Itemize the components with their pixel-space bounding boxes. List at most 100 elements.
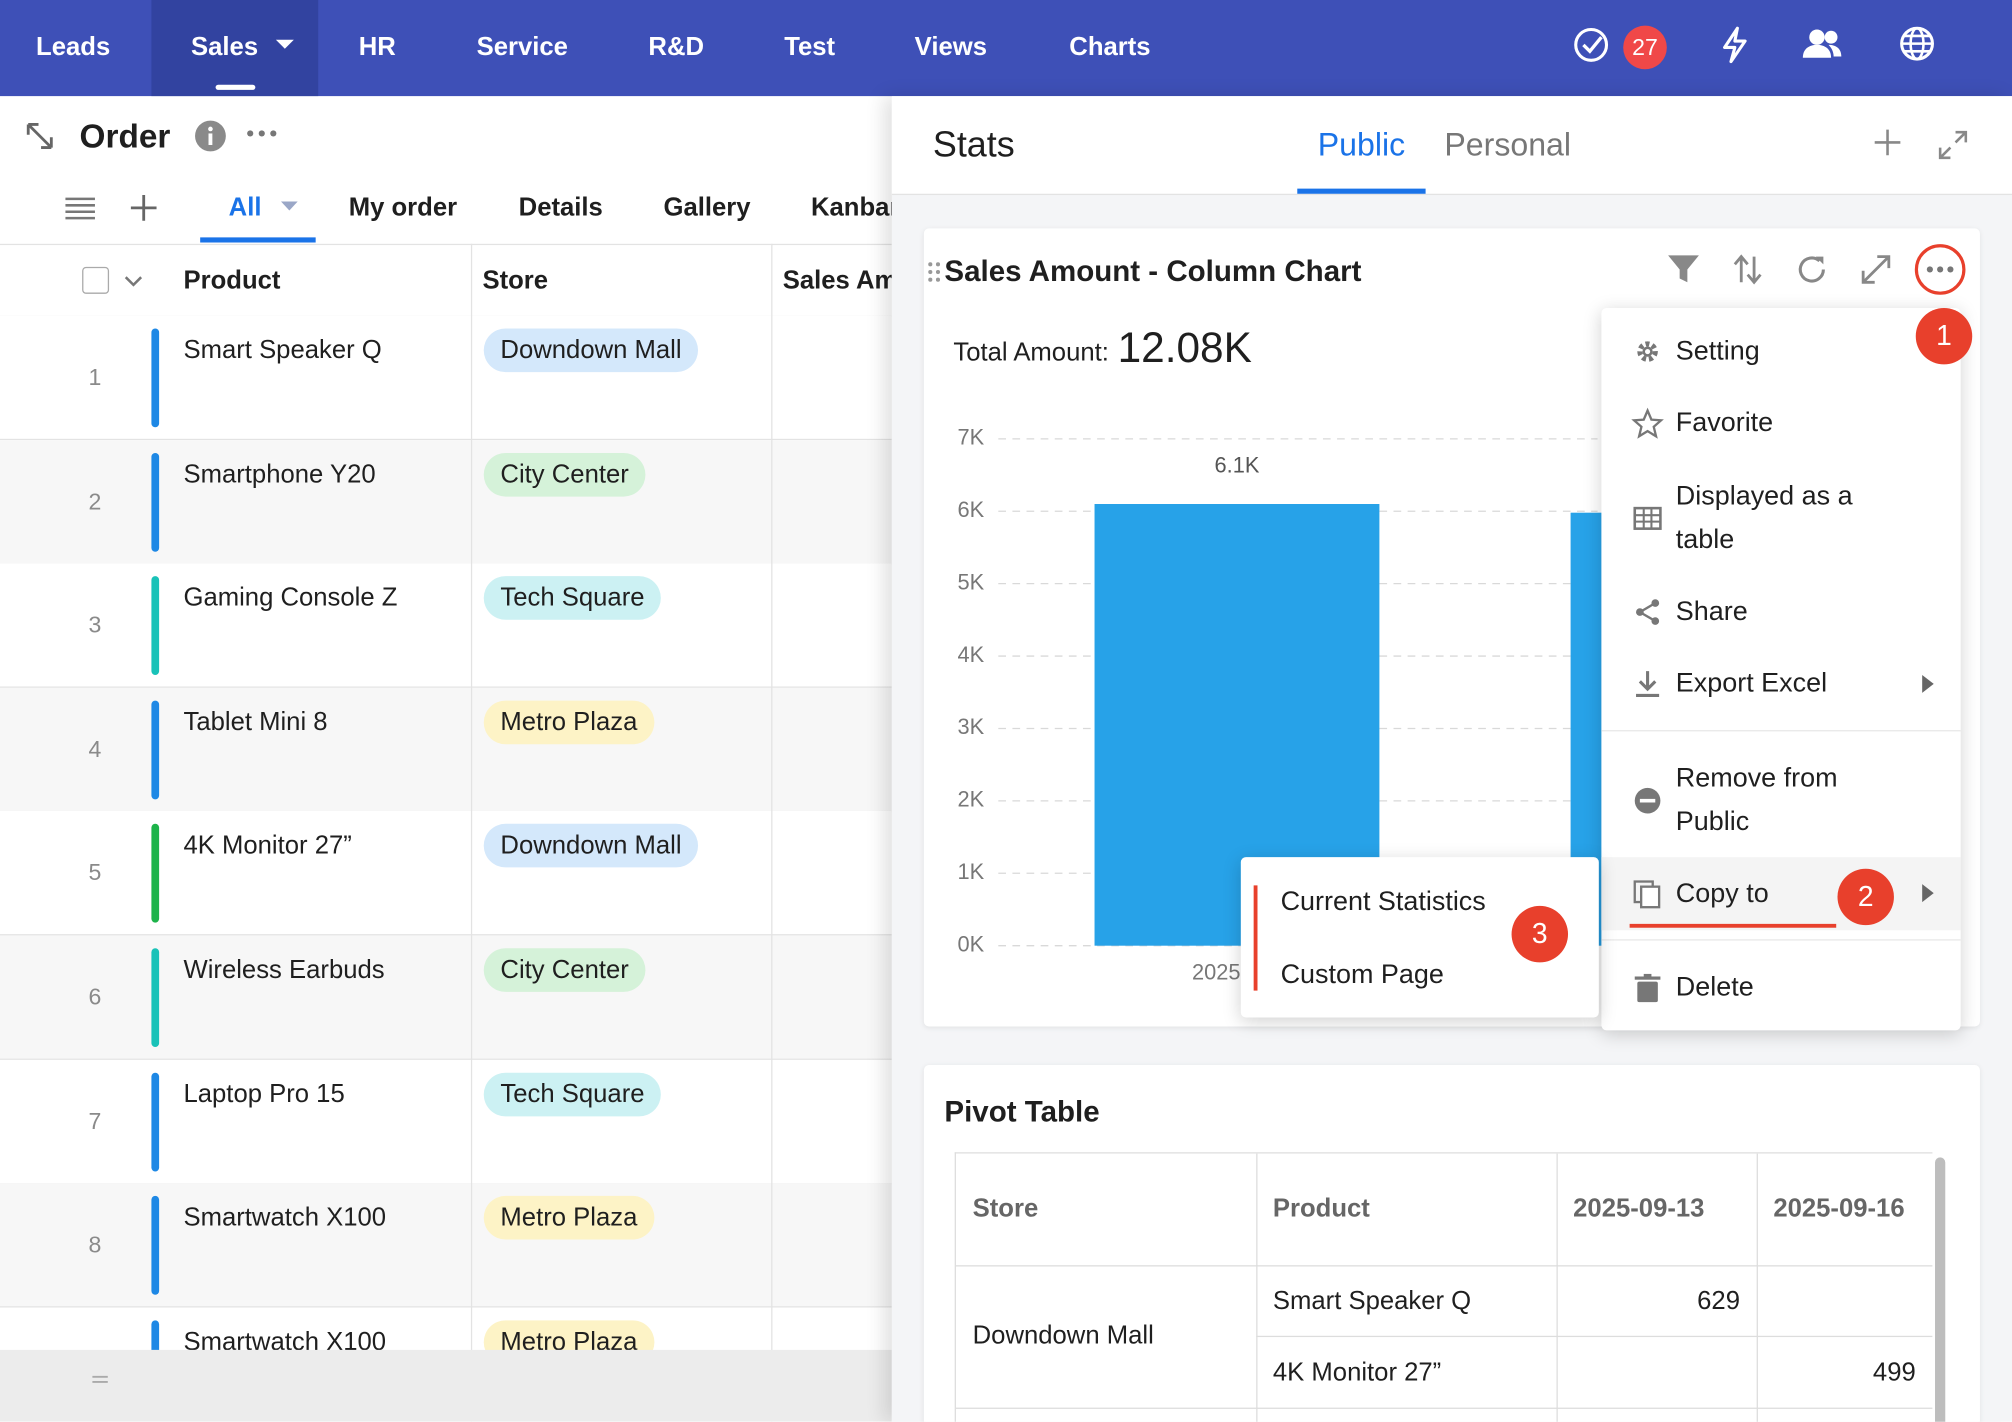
menu-item[interactable]: Export Excel — [1675, 668, 1828, 699]
store-tag: City Center — [483, 948, 646, 992]
tab-caret[interactable] — [281, 201, 298, 211]
table-row[interactable]: 2 Smartphone Y20 City Center — [0, 439, 892, 565]
submenu-item[interactable]: Custom Page — [1280, 959, 1444, 990]
menu-icon[interactable] — [1633, 670, 1661, 698]
active-underline — [215, 84, 256, 90]
view-tab[interactable]: Kanban — [810, 193, 892, 222]
pivot-scrollbar[interactable] — [1935, 1157, 1946, 1422]
nav-item[interactable]: Views — [914, 33, 987, 62]
pivot-col-line — [1556, 1153, 1558, 1422]
flash-icon[interactable] — [1717, 26, 1753, 64]
nav-item[interactable]: Service — [476, 33, 568, 62]
more-icon[interactable] — [246, 130, 277, 138]
order-view: Order All My order Details Gallery Kanban Prod… — [0, 96, 892, 1422]
pivot-cell: 4K Monitor 27” — [1272, 1358, 1442, 1388]
column-header: Sales Amount — [782, 266, 892, 296]
menu-icon[interactable] — [1633, 973, 1661, 1003]
pivot-col-line — [1256, 1153, 1258, 1422]
menu-item[interactable]: Remove from Public — [1675, 763, 1838, 837]
nav-item[interactable]: Test — [784, 33, 836, 62]
table-row[interactable]: 4 Tablet Mini 8 Metro Plaza — [0, 687, 892, 812]
table-row[interactable]: 1 Smart Speaker Q Downdown Mall — [0, 315, 892, 441]
y-tick-label: 5K — [958, 569, 985, 594]
table-row[interactable]: 7 Laptop Pro 15 Tech Square — [0, 1059, 892, 1184]
pivot-cell: Downdown Mall — [972, 1321, 1154, 1350]
view-title: Order — [79, 116, 171, 156]
y-tick-label: 0K — [958, 931, 985, 956]
menu-icon[interactable] — [1633, 880, 1661, 909]
stats-tab[interactable]: Public — [1317, 127, 1406, 163]
menu-item[interactable]: Share — [1675, 596, 1748, 627]
menu-icon[interactable] — [1631, 407, 1664, 439]
fullscreen-icon[interactable] — [1938, 130, 1968, 160]
add-view-icon[interactable] — [130, 195, 157, 221]
menu-highlight — [1601, 857, 1961, 931]
product-name: Tablet Mini 8 — [183, 708, 328, 737]
select-all-checkbox[interactable] — [82, 266, 110, 294]
header-chevron[interactable] — [124, 276, 143, 287]
badge: 27 — [1623, 25, 1667, 70]
menu-icon[interactable] — [1633, 787, 1661, 815]
caret[interactable] — [275, 39, 294, 50]
add-chart-icon[interactable] — [1874, 129, 1901, 156]
store-tag: Downdown Mall — [483, 328, 699, 373]
menu-item[interactable]: Delete — [1675, 972, 1754, 1003]
step-badge: 2 — [1837, 868, 1894, 926]
stats-tab[interactable]: Personal — [1444, 127, 1572, 163]
tasks-icon[interactable] — [1573, 27, 1609, 63]
pivot-row-line — [1256, 1335, 1933, 1338]
menu-item[interactable]: Setting — [1675, 336, 1760, 366]
product-name: Gaming Console Z — [183, 584, 398, 613]
list-icon[interactable] — [65, 196, 95, 220]
submenu-arrow[interactable] — [1922, 674, 1934, 693]
row-color-bar — [151, 948, 160, 1048]
nav-item[interactable]: Leads — [36, 33, 111, 62]
members-icon[interactable] — [1802, 28, 1842, 59]
view-tab[interactable]: All — [228, 193, 262, 222]
info-icon[interactable] — [195, 120, 226, 152]
refresh-icon[interactable] — [1796, 254, 1827, 285]
expand-icon[interactable] — [1861, 255, 1891, 284]
language-icon[interactable] — [1899, 26, 1935, 62]
menu-icon[interactable] — [1633, 504, 1662, 532]
product-name: Smartphone Y20 — [183, 460, 376, 489]
pivot-col-line — [1756, 1153, 1758, 1422]
table-row[interactable]: 6 Wireless Earbuds City Center — [0, 935, 892, 1060]
collapse-icon[interactable] — [26, 122, 54, 150]
product-name: Laptop Pro 15 — [183, 1079, 345, 1109]
table-row[interactable]: 5 4K Monitor 27” Downdown Mall — [0, 811, 892, 936]
view-tab[interactable]: My order — [348, 193, 458, 222]
y-tick-label: 2K — [958, 787, 985, 812]
menu-item[interactable]: Favorite — [1675, 408, 1774, 438]
pivot-cell: 629 — [1697, 1287, 1740, 1316]
nav-item[interactable]: R&D — [648, 33, 705, 62]
sort-icon[interactable] — [1733, 254, 1762, 285]
product-name: Wireless Earbuds — [183, 955, 385, 985]
active-tab-bg — [151, 0, 319, 97]
view-tab[interactable]: Details — [518, 193, 603, 222]
table-row[interactable]: 8 Smartwatch X100 Metro Plaza — [0, 1183, 892, 1308]
store-tag: Tech Square — [483, 1072, 662, 1116]
menu-item[interactable]: Displayed as a table — [1675, 481, 1853, 555]
pivot-cell: 499 — [1872, 1358, 1916, 1388]
submenu-arrow[interactable] — [1922, 884, 1934, 903]
menu-icon[interactable] — [1633, 598, 1661, 626]
drag-handle[interactable] — [928, 262, 941, 283]
nav-item[interactable]: Charts — [1069, 33, 1151, 62]
nav-item[interactable]: HR — [358, 33, 396, 62]
row-color-bar — [151, 824, 160, 924]
submenu-item[interactable]: Current Statistics — [1280, 886, 1486, 917]
table-row[interactable]: 3 Gaming Console Z Tech Square — [0, 563, 892, 689]
menu-icon[interactable] — [1633, 337, 1661, 365]
filter-icon[interactable] — [1668, 255, 1699, 283]
submenu-marker — [1253, 885, 1258, 991]
more-button[interactable] — [1914, 244, 1966, 295]
row-number: 4 — [88, 736, 102, 762]
view-tab[interactable]: Gallery — [663, 193, 751, 222]
x-tick-label: 2025 — [1192, 960, 1241, 985]
resize-handle[interactable] — [92, 1375, 108, 1384]
menu-item[interactable]: Copy to — [1675, 878, 1769, 909]
nav-item[interactable]: Sales — [191, 33, 259, 62]
row-number: 1 — [88, 364, 102, 391]
